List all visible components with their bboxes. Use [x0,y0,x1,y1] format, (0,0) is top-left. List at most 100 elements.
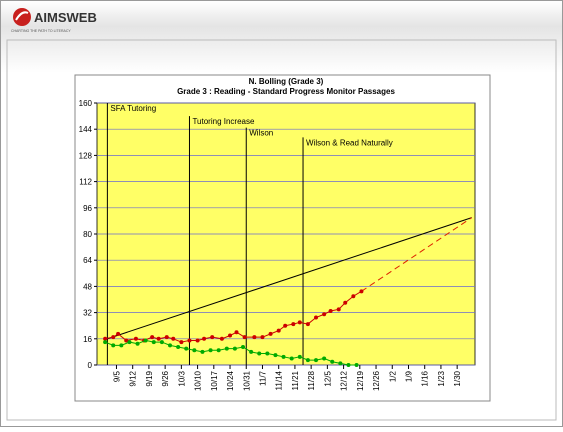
data-point [116,331,121,336]
x-tick-label: 11/28 [307,370,316,390]
data-point [314,315,319,320]
data-point [119,343,124,348]
logo-text: AIMSWEB [34,10,97,25]
data-point [268,331,273,336]
x-tick-label: 12/5 [323,370,332,386]
x-tick-label: 9/19 [145,370,154,386]
data-point [228,333,233,338]
data-point [289,356,294,361]
x-tick-label: 10/10 [194,370,203,391]
phase-label: Tutoring Increase [192,117,255,126]
plot: 0 16 32 48 64 80 96 112 128 144 160 9/5 9/12 9/19 9/26… [79,99,476,391]
data-point [103,340,108,345]
x-tick-label: 10/17 [210,370,219,391]
data-point [338,361,343,366]
data-point [200,349,205,354]
y-tick-label: 16 [83,335,92,344]
data-point [260,335,265,340]
data-point [273,353,278,358]
x-tick-label: 10/31 [242,370,251,391]
logo-swoosh [15,11,29,21]
y-tick-label: 144 [79,125,93,134]
x-tick-label: 9/5 [112,370,121,382]
chart-title: N. Bolling (Grade 3) [249,77,324,86]
data-point [242,335,247,340]
data-point [336,307,341,312]
data-point [354,363,359,367]
data-point [305,358,310,363]
data-point [346,363,351,367]
reference-line [107,217,472,340]
y-tick-label: 80 [83,230,92,239]
data-point [171,336,176,341]
x-tick-label: 12/26 [372,370,381,391]
data-point [195,338,200,343]
y-tick-label: 32 [83,309,92,318]
data-point [151,340,156,345]
phase-label: Wilson & Read Naturally [306,138,393,147]
phase-label: SFA Tutoring [110,104,156,113]
data-point [241,344,246,349]
data-point [216,348,221,353]
data-point [208,348,213,353]
y-tick-label: 112 [79,178,92,187]
header-band [1,1,562,73]
chart-subtitle: Grade 3 : Reading - Standard Progress Mo… [177,87,395,96]
phase-label: Wilson [249,129,273,138]
data-point [168,343,173,348]
data-point [265,351,270,356]
content-frame [6,39,557,421]
x-tick-label: 1/2 [388,370,397,382]
y-tick-label: 96 [83,204,92,213]
data-point [159,340,164,345]
series-line [105,290,362,343]
data-point [219,336,224,341]
data-point [224,346,229,351]
data-point [103,336,108,341]
data-point [330,359,335,364]
data-point [192,348,197,353]
x-tick-label: 11/21 [291,370,300,390]
y-tick-label: 48 [83,282,92,291]
data-point [202,336,207,341]
x-tick-label: 9/26 [161,370,170,386]
data-point [179,340,184,345]
x-tick-label: 10/3 [177,370,186,386]
data-point [257,351,262,356]
data-point [359,289,364,294]
data-point [133,336,138,341]
data-point [164,335,169,340]
x-tick-label: 1/9 [404,370,413,382]
data-point [343,300,348,305]
x-tick-label: 1/23 [437,370,446,386]
y-tick-label: 0 [88,361,93,370]
x-tick-label: 1/30 [453,370,462,386]
logo-tagline: CHARTING THE PATH TO LITERACY [11,29,71,33]
data-point [351,294,356,299]
data-point [322,312,327,317]
data-point [135,341,140,346]
data-point [297,354,302,359]
data-point [322,356,327,361]
data-point [156,336,161,341]
x-tick-label: 1/16 [421,370,430,386]
x-tick-label: 9/12 [129,370,138,386]
data-point [249,349,254,354]
y-tick-label: 64 [83,256,92,265]
data-point [143,338,148,343]
data-point [281,354,286,359]
logo-icon [13,8,31,26]
data-point [124,338,129,343]
data-point [252,335,257,340]
data-point [111,343,116,348]
reference-line [361,217,473,292]
data-point [232,346,237,351]
data-point [314,358,319,363]
data-point [283,323,288,328]
data-point [305,322,310,327]
data-point [111,335,116,340]
data-point [291,322,296,327]
data-point [276,328,281,333]
